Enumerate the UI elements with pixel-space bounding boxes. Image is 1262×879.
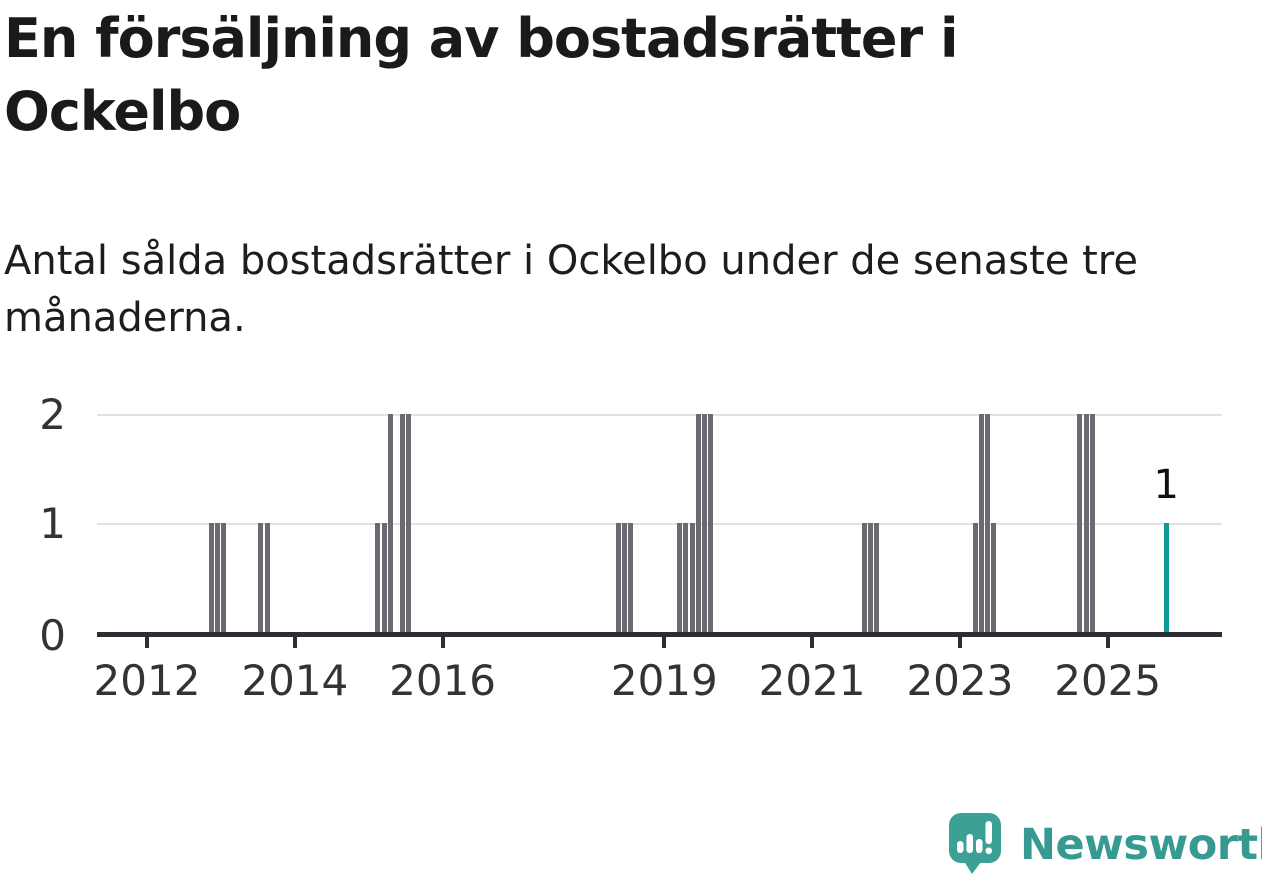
highlight-value-label: 1: [1153, 462, 1179, 508]
x-axis-tick: [145, 637, 149, 648]
bar: [221, 523, 227, 632]
page-title: En försäljning av bostadsrätter i Ockelb…: [4, 7, 958, 143]
bar: [387, 414, 393, 632]
newsworthy-logo-icon: [949, 813, 1001, 874]
bar: [615, 523, 621, 632]
x-axis-label: 2021: [758, 656, 866, 705]
bar: [689, 523, 695, 632]
x-axis-label: 2014: [241, 656, 349, 705]
bar: [861, 523, 867, 632]
bar: [375, 523, 381, 632]
bar: [1089, 414, 1095, 632]
y-axis-label: 0: [39, 611, 66, 660]
bar: [400, 414, 406, 632]
x-axis-line: [97, 632, 1222, 637]
x-axis-tick: [810, 637, 815, 648]
bar: [874, 523, 880, 632]
bar: [707, 414, 713, 632]
x-axis-label: 2012: [93, 656, 201, 705]
bar: [215, 523, 221, 632]
x-axis-tick: [957, 637, 962, 648]
x-axis-tick: [440, 637, 445, 648]
bar: [978, 414, 984, 632]
bar: [868, 523, 874, 632]
bar: [677, 523, 683, 632]
newsworthy-logo-text: Newsworthy: [1020, 820, 1262, 870]
bar: [695, 414, 701, 632]
x-axis-label: 2025: [1054, 656, 1162, 705]
gridline: [97, 523, 1222, 525]
x-axis-tick: [662, 637, 667, 648]
bar: [991, 523, 997, 632]
highlight-bar: [1163, 523, 1169, 632]
y-axis-label: 1: [39, 499, 66, 548]
y-axis-label: 2: [39, 390, 66, 439]
bar: [1083, 414, 1089, 632]
gridline: [97, 414, 1222, 416]
bar: [985, 414, 991, 632]
bar: [381, 523, 387, 632]
page-subtitle: Antal sålda bostadsrätter i Ockelbo unde…: [4, 238, 1138, 341]
bar: [627, 523, 633, 632]
bar: [683, 523, 689, 632]
bar: [406, 414, 412, 632]
x-axis-label: 2016: [389, 656, 497, 705]
x-axis-tick: [292, 637, 297, 648]
bar: [1077, 414, 1083, 632]
bar: [701, 414, 707, 632]
x-axis-tick: [1105, 637, 1110, 648]
bar: [258, 523, 264, 632]
bar: [972, 523, 978, 632]
bar: [264, 523, 270, 632]
x-axis-label: 2019: [610, 656, 718, 705]
x-axis-label: 2023: [906, 656, 1014, 705]
bar: [621, 523, 627, 632]
bar: [209, 523, 215, 632]
